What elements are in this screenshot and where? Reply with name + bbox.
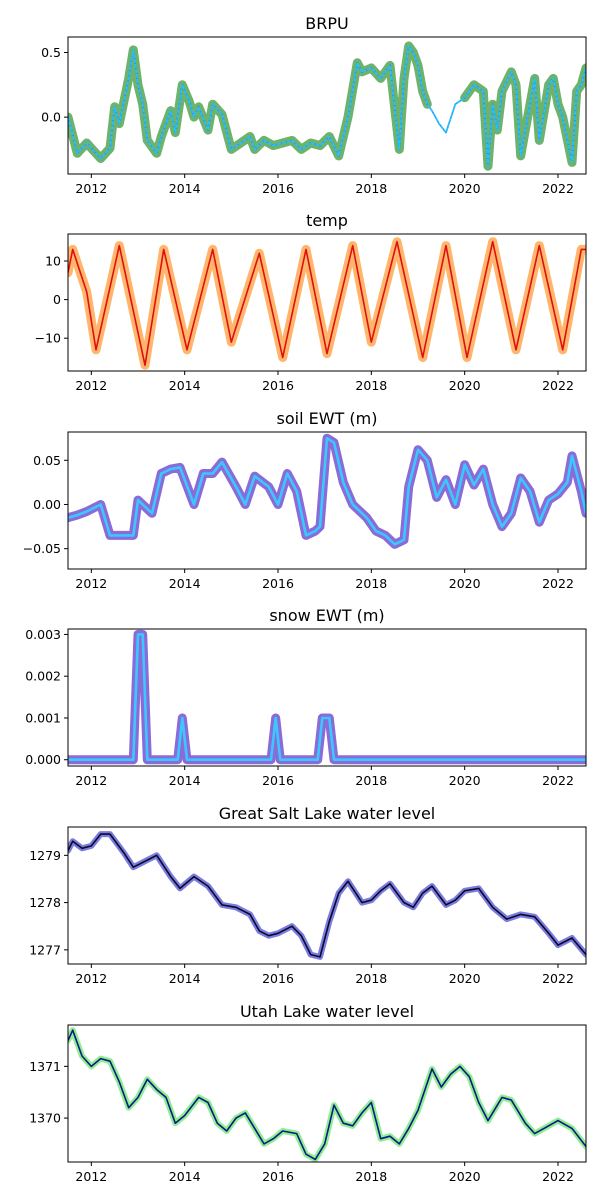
chart-3-frame — [67, 628, 587, 767]
chart-5-ytick-label: 1370 — [29, 1111, 61, 1126]
chart-3-ytick-label: 0.002 — [25, 669, 61, 684]
chart-0-xtick-label: 2016 — [262, 181, 294, 196]
chart-3-ytick-label: 0.001 — [25, 710, 61, 725]
chart-3-xtick-label: 2018 — [355, 773, 387, 788]
chart-2-title: soil EWT (m) — [277, 409, 378, 428]
chart-1-xtick-label: 2014 — [169, 378, 201, 393]
chart-4-series-model — [68, 833, 586, 958]
chart-3-ytick-label: 0.003 — [25, 627, 61, 642]
chart-0-series-fit — [68, 45, 586, 167]
chart-4-series-observed — [68, 831, 586, 960]
chart-3-xtick-label: 2014 — [169, 773, 201, 788]
chart-0-series-observed-2 — [460, 63, 586, 171]
chart-1-series-model — [68, 240, 586, 367]
chart-3-xtick-label: 2012 — [75, 773, 107, 788]
chart-5-series-observed — [68, 1027, 586, 1162]
chart-0-ytick-label: 0.0 — [41, 110, 61, 125]
chart-0-frame — [67, 36, 587, 175]
chart-1-series-observed — [68, 237, 586, 370]
chart-3-xtick-label: 2016 — [262, 773, 294, 788]
chart-4-xtick-label: 2012 — [75, 971, 107, 986]
chart-5-xtick-label: 2018 — [355, 1169, 387, 1184]
chart-5-ytick-label: 1371 — [29, 1059, 61, 1074]
chart-2-xtick-label: 2016 — [262, 576, 294, 591]
chart-2-ytick-label: 0.00 — [33, 497, 61, 512]
chart-3-xtick-label: 2022 — [542, 773, 574, 788]
chart-5-series-model — [68, 1029, 586, 1161]
chart-2-series-model — [68, 436, 586, 546]
chart-4-ytick-label: 1277 — [29, 942, 61, 957]
chart-4-xtick-label: 2020 — [449, 971, 481, 986]
chart-1-title: temp — [306, 211, 348, 230]
chart-2-frame — [67, 431, 587, 570]
chart-2-xtick-label: 2014 — [169, 576, 201, 591]
chart-0-xtick-label: 2018 — [355, 181, 387, 196]
chart-5-title: Utah Lake water level — [240, 1002, 414, 1021]
chart-5-frame — [67, 1024, 587, 1163]
chart-1-xtick-label: 2018 — [355, 378, 387, 393]
chart-1-ytick-label: −10 — [35, 331, 61, 346]
chart-0-xtick-label: 2014 — [169, 181, 201, 196]
chart-2-ytick-label: 0.05 — [33, 453, 61, 468]
chart-5-xtick-label: 2012 — [75, 1169, 107, 1184]
chart-3-series-model — [68, 633, 586, 762]
chart-4-xtick-label: 2018 — [355, 971, 387, 986]
chart-2-ytick-label: −0.05 — [23, 541, 61, 556]
chart-5-xtick-label: 2022 — [542, 1169, 574, 1184]
chart-2-xtick-label: 2022 — [542, 576, 574, 591]
chart-0-xtick-label: 2012 — [75, 181, 107, 196]
chart-4-frame — [67, 826, 587, 965]
chart-1-xtick-label: 2020 — [449, 378, 481, 393]
chart-2-xtick-label: 2012 — [75, 576, 107, 591]
chart-1-ytick-label: 0 — [53, 292, 61, 307]
chart-1-ytick-label: 10 — [45, 254, 61, 269]
chart-0-series-observed — [68, 41, 432, 163]
chart-5-xtick-label: 2020 — [449, 1169, 481, 1184]
chart-4-ytick-label: 1278 — [29, 895, 61, 910]
chart-4-xtick-label: 2022 — [542, 971, 574, 986]
chart-0-ytick-label: 0.5 — [41, 45, 61, 60]
chart-1-xtick-label: 2012 — [75, 378, 107, 393]
chart-0-title: BRPU — [305, 14, 348, 33]
chart-1-frame — [67, 233, 587, 372]
chart-3-ytick-label: 0.000 — [25, 752, 61, 767]
chart-5-xtick-label: 2016 — [262, 1169, 294, 1184]
chart-5-xtick-label: 2014 — [169, 1169, 201, 1184]
chart-0-xtick-label: 2020 — [449, 181, 481, 196]
chart-0-xtick-label: 2022 — [542, 181, 574, 196]
chart-2-xtick-label: 2018 — [355, 576, 387, 591]
chart-1-xtick-label: 2016 — [262, 378, 294, 393]
chart-2-xtick-label: 2020 — [449, 576, 481, 591]
chart-4-title: Great Salt Lake water level — [219, 804, 435, 823]
chart-4-ytick-label: 1279 — [29, 848, 61, 863]
chart-3-title: snow EWT (m) — [269, 606, 384, 625]
chart-4-xtick-label: 2014 — [169, 971, 201, 986]
chart-4-xtick-label: 2016 — [262, 971, 294, 986]
chart-1-xtick-label: 2022 — [542, 378, 574, 393]
chart-3-xtick-label: 2020 — [449, 773, 481, 788]
